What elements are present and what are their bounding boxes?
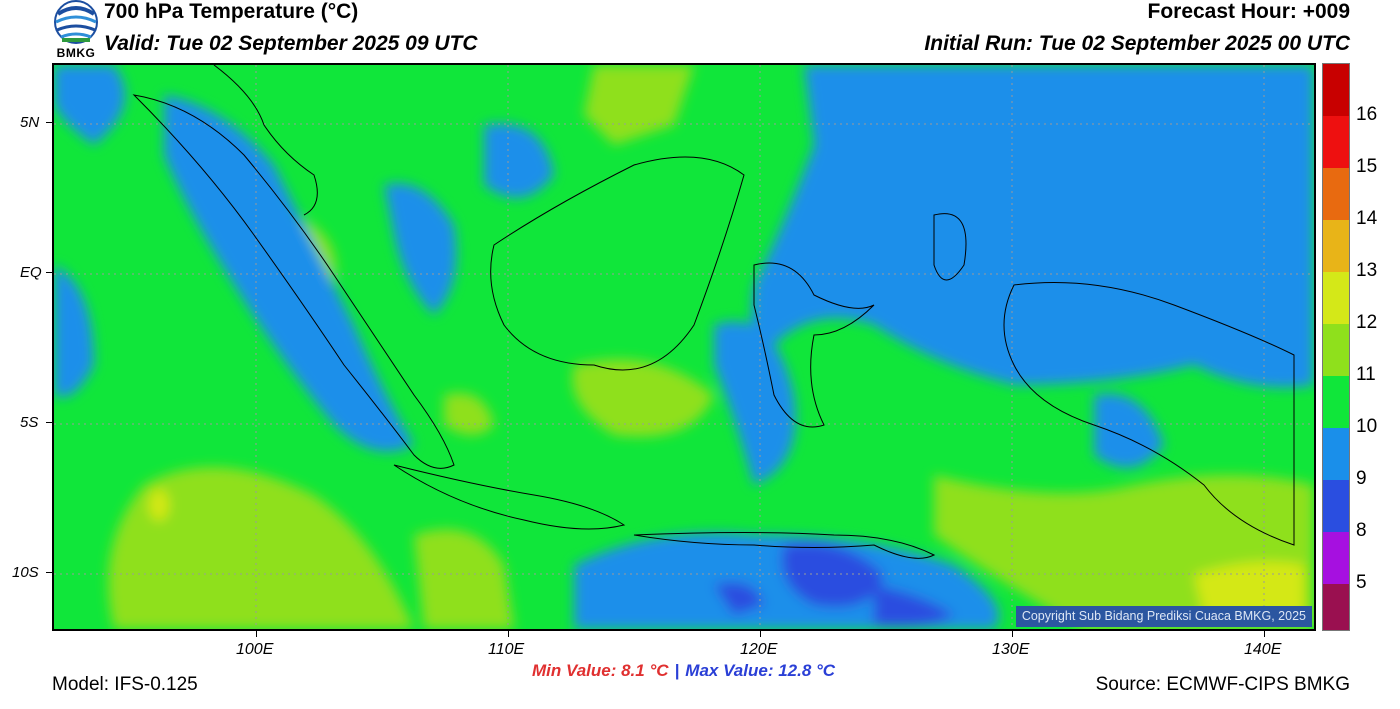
lon-label-130e: 130E [992, 641, 1030, 658]
temp-region-11-12 [572, 359, 714, 437]
lat-label-5s: 5S [20, 414, 39, 431]
temp-region-9-10 [384, 183, 457, 315]
coastlines [132, 65, 1295, 559]
colorbar-segment [1323, 376, 1349, 428]
lat-tick [46, 272, 52, 273]
min-value: Min Value: 8.1 °C [532, 661, 669, 680]
page-title: 700 hPa Temperature (°C) [104, 0, 359, 23]
colorbar-label: 9 [1356, 468, 1367, 489]
lon-label-120e: 120E [740, 641, 778, 658]
colorbar-label: 13 [1356, 260, 1378, 281]
colorbar-segment [1323, 116, 1349, 168]
lon-label-100e: 100E [236, 641, 274, 658]
colorbar-segment [1323, 324, 1349, 376]
valid-time: Valid: Tue 02 September 2025 09 UTC [104, 32, 478, 55]
lat-label-10s: 10S [12, 564, 39, 581]
min-max-readout: Min Value: 8.1 °C | Max Value: 12.8 °C [532, 661, 835, 681]
temp-region-11-12 [414, 529, 514, 629]
colorbar-label: 5 [1356, 572, 1367, 593]
temp-region-9-10 [54, 265, 94, 397]
lat-tick [46, 422, 52, 423]
lon-tick [508, 631, 509, 637]
lon-tick [1264, 631, 1265, 637]
lat-label-5n: 5N [20, 114, 40, 131]
colorbar-segment [1323, 168, 1349, 220]
colorbar-segment [1323, 532, 1349, 584]
min-max-separator: | [674, 661, 680, 680]
temp-region-12-13 [1194, 561, 1304, 615]
colorbar-segment [1323, 272, 1349, 324]
halmahera-coast [933, 213, 967, 281]
nusa-tenggara-coast [633, 532, 936, 559]
colorbar-segment [1323, 64, 1349, 116]
java-coast [393, 464, 626, 530]
bmkg-logo-icon [54, 0, 98, 44]
colorbar-label: 15 [1356, 156, 1378, 177]
malay-peninsula-coast [213, 65, 318, 216]
max-value: Max Value: 12.8 °C [685, 661, 836, 680]
temp-region-9-10 [714, 321, 796, 485]
temp-region-8-9 [874, 585, 954, 626]
papua-coast [1003, 282, 1295, 546]
lon-tick [256, 631, 257, 637]
initial-run: Initial Run: Tue 02 September 2025 00 UT… [924, 32, 1350, 55]
colorbar-label: 14 [1356, 208, 1378, 229]
colorbar-segment [1323, 220, 1349, 272]
sulawesi-coast [753, 262, 875, 428]
colorbar-label: 10 [1356, 416, 1378, 437]
borneo-coast [490, 156, 745, 371]
sumatra-coast [132, 94, 455, 469]
colorbar-label: 16 [1356, 104, 1378, 125]
colorbar-segment [1323, 480, 1349, 532]
colorbar [1322, 63, 1350, 631]
copyright-notice: Copyright Sub Bidang Prediksi Cuaca BMKG… [1015, 606, 1312, 627]
colorbar-label: 8 [1356, 520, 1367, 541]
colorbar-segment [1323, 428, 1349, 480]
lat-tick [46, 122, 52, 123]
temp-region-11-12 [108, 467, 415, 629]
lon-tick [1012, 631, 1013, 637]
temp-region-9-10 [54, 65, 126, 145]
forecast-hour: Forecast Hour: +009 [1147, 0, 1351, 23]
colorbar-label: 12 [1356, 312, 1378, 333]
temp-region-9-10 [164, 95, 414, 452]
lat-label-eq: EQ [20, 264, 42, 281]
temp-region-8-9 [714, 582, 764, 615]
lon-tick [760, 631, 761, 637]
logo-text: BMKG [56, 46, 96, 60]
bmkg-logo: BMKG [52, 0, 100, 62]
lon-label-110e: 110E [488, 641, 525, 658]
map-canvas [54, 65, 1314, 629]
colorbar-segment [1323, 584, 1349, 630]
temp-region-11-12 [584, 65, 694, 145]
temp-region-9-10 [484, 123, 554, 198]
temp-region-8-9 [782, 543, 884, 607]
lat-tick [46, 572, 52, 573]
temp-region-9-10 [751, 65, 1314, 388]
model-label: Model: IFS-0.125 [52, 674, 198, 695]
temp-region-12-13 [149, 489, 169, 521]
colorbar-label: 11 [1356, 364, 1376, 385]
temperature-map: Copyright Sub Bidang Prediksi Cuaca BMKG… [52, 63, 1316, 631]
lon-label-140e: 140E [1244, 641, 1282, 658]
source-label: Source: ECMWF-CIPS BMKG [1095, 674, 1350, 695]
temp-region-9-10 [1094, 393, 1164, 468]
